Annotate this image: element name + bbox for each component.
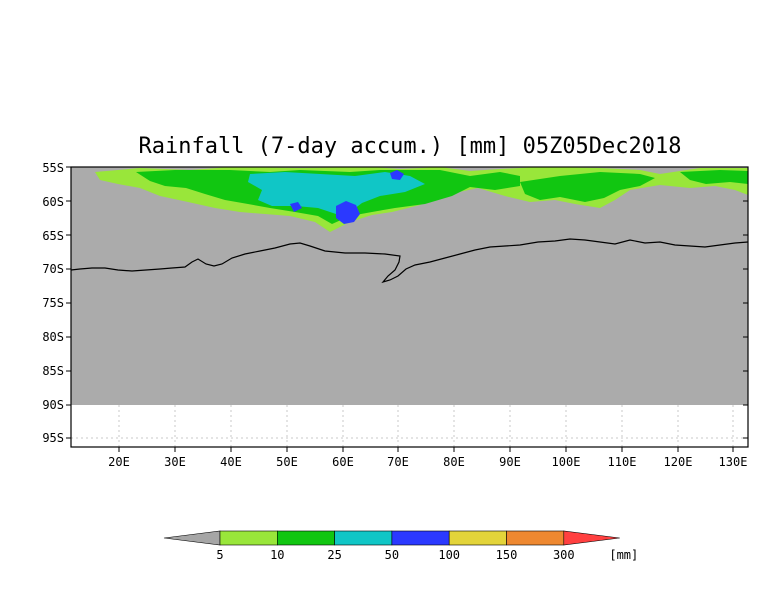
colorbar-swatch [219, 530, 278, 546]
map-title: Rainfall (7-day accum.) [mm] 05Z05Dec201… [138, 134, 681, 159]
lat-label: 90S [42, 398, 64, 412]
lon-label: 130E [719, 455, 748, 469]
colorbar-tick-label: 25 [327, 548, 341, 562]
rain-patch-green-east [520, 172, 655, 202]
colorbar-swatch [506, 530, 565, 546]
lat-label: 95S [42, 431, 64, 445]
latitude-ticks [66, 166, 748, 439]
colorbar-tick-label: 100 [438, 548, 460, 562]
colorbar-swatch [391, 530, 450, 546]
lon-label: 80E [443, 455, 465, 469]
lon-label: 110E [608, 455, 637, 469]
lat-label: 55S [42, 161, 64, 175]
colorbar-swatch [163, 530, 221, 546]
lon-label: 40E [220, 455, 242, 469]
colorbar-unit-label: [mm] [609, 548, 638, 562]
rain-patch-blue-1 [336, 201, 360, 224]
latitude-axis: 55S 60S 65S 70S 75S 80S 85S 90S 95S [42, 161, 64, 445]
lat-label: 75S [42, 296, 64, 310]
lat-label: 85S [42, 364, 64, 378]
colorbar-swatch [334, 530, 393, 546]
lon-label: 60E [332, 455, 354, 469]
map-frame [70, 166, 749, 448]
colorbar-tick-label: 150 [496, 548, 518, 562]
colorbar-swatch [276, 530, 335, 546]
longitude-ticks [118, 447, 734, 452]
rain-patches [95, 167, 748, 232]
colorbar-tick-label: 300 [553, 548, 575, 562]
lon-label: 20E [108, 455, 130, 469]
lon-label: 30E [164, 455, 186, 469]
lat-label: 70S [42, 262, 64, 276]
lon-label: 50E [276, 455, 298, 469]
rain-patch-green-far-east [680, 170, 748, 184]
lon-label: 120E [664, 455, 693, 469]
lat-label: 80S [42, 330, 64, 344]
map-panel: 55S 60S 65S 70S 75S 80S 85S 90S 95S 20E … [42, 161, 749, 469]
rain-patch-blue-3 [290, 202, 302, 212]
lon-label: 100E [552, 455, 581, 469]
colorbar-legend: 5 10 25 50 100 150 300 [mm] [163, 530, 638, 562]
lat-label: 60S [42, 195, 64, 209]
gridlines [71, 405, 748, 447]
lon-label: 70E [387, 455, 409, 469]
rain-patch-blue-2 [390, 170, 404, 180]
colorbar-swatch [563, 530, 620, 546]
colorbar-swatch [448, 530, 507, 546]
colorbar-tick-label: 5 [216, 548, 223, 562]
colorbar-tick-label: 10 [270, 548, 284, 562]
colorbar-tick-label: 50 [385, 548, 399, 562]
lat-label: 65S [42, 229, 64, 243]
lon-label: 90E [499, 455, 521, 469]
longitude-axis: 20E 30E 40E 50E 60E 70E 80E 90E 100E 110… [108, 455, 747, 469]
antarctic-coastline [70, 238, 749, 284]
